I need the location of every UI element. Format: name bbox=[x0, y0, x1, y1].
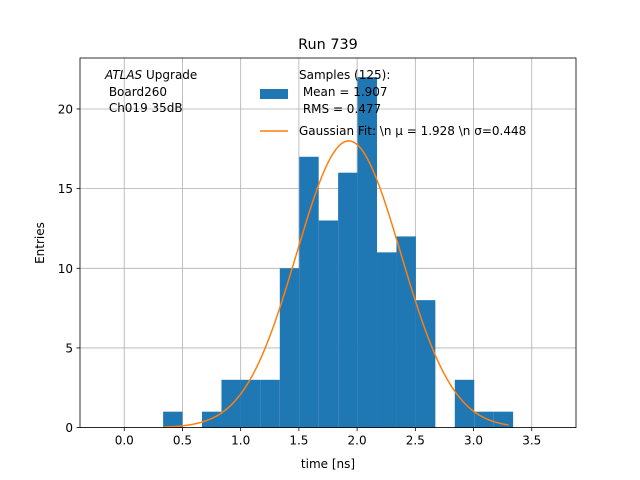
x-axis-label: time [ns] bbox=[301, 457, 355, 471]
atlas-annotation-board: Board260 bbox=[105, 85, 167, 99]
y-tick-label: 15 bbox=[58, 182, 73, 196]
histogram-bar bbox=[396, 236, 416, 428]
x-tick-label: 1.0 bbox=[231, 434, 250, 448]
histogram-bar bbox=[318, 220, 339, 428]
y-axis-label: Entries bbox=[33, 222, 47, 264]
x-tick-label: 0.5 bbox=[173, 434, 192, 448]
y-tick-label: 20 bbox=[58, 102, 73, 116]
histogram-bar bbox=[240, 379, 261, 428]
histogram-bar bbox=[163, 411, 183, 428]
atlas-upgrade-text: Upgrade bbox=[142, 68, 197, 82]
plot-frame bbox=[79, 57, 577, 429]
histogram-bar bbox=[338, 172, 358, 428]
x-tick-label: 3.5 bbox=[522, 434, 541, 448]
legend-samples-line2: Mean = 1.907 bbox=[299, 85, 388, 99]
histogram-bar bbox=[415, 300, 436, 428]
legend-fit-label: Gaussian Fit: \n μ = 1.928 \n σ=0.448 bbox=[299, 124, 526, 138]
y-tick-label: 10 bbox=[58, 262, 73, 276]
x-tick-label: 1.5 bbox=[289, 434, 308, 448]
histogram-bar bbox=[260, 379, 280, 428]
fit-layer bbox=[163, 140, 509, 428]
histogram-bar bbox=[221, 379, 241, 428]
atlas-italic-text: ATLAS bbox=[104, 68, 143, 82]
y-tick-label: 0 bbox=[65, 421, 73, 435]
x-tick-label: 0.0 bbox=[115, 434, 134, 448]
histogram-bar bbox=[279, 268, 300, 428]
histogram-bar bbox=[357, 77, 378, 428]
ticks-layer: 0.0 0.5 1.0 1.5 2.0 2.5 3.0 3.5 0 5 10 15 20 bbox=[58, 102, 542, 447]
atlas-annotation-channel: Ch019 35dB bbox=[105, 101, 183, 115]
legend-samples-line3: RMS = 0.477 bbox=[299, 102, 381, 116]
chart-title: Run 739 bbox=[298, 37, 358, 53]
atlas-annotation: ATLAS Upgrade Board260 Ch019 35dB bbox=[104, 68, 197, 115]
histogram-bar bbox=[377, 252, 397, 428]
legend-samples-swatch bbox=[260, 89, 288, 99]
x-tick-label: 2.5 bbox=[406, 434, 425, 448]
x-tick-label: 2.0 bbox=[348, 434, 367, 448]
y-tick-label: 5 bbox=[65, 341, 73, 355]
x-tick-label: 3.0 bbox=[464, 434, 483, 448]
atlas-annotation-line1: ATLAS Upgrade bbox=[104, 68, 197, 82]
histogram-bar bbox=[493, 411, 514, 428]
legend: Samples (125): Mean = 1.907 RMS = 0.477 … bbox=[260, 68, 526, 138]
legend-samples-line1: Samples (125): bbox=[299, 68, 390, 82]
gaussian-fit-curve bbox=[163, 140, 509, 428]
histogram-bar bbox=[299, 156, 319, 428]
